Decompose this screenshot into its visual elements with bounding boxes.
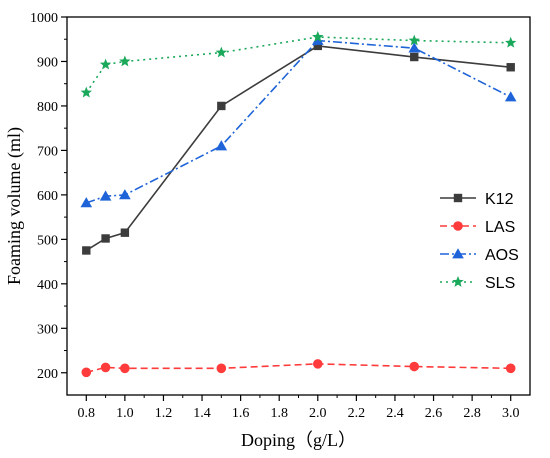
x-axis-ticks: 0.8 1.0 1.2 1.4 1.6 1.8 2.0 2.2 2.4 2.6 2.8 3.0 — [78, 395, 520, 421]
data-point-sls — [505, 36, 517, 48]
series-line-sls — [85, 36, 511, 94]
data-point-aos — [311, 34, 324, 45]
series-line-k12 — [85, 45, 511, 252]
data-point-sls — [99, 58, 112, 70]
data-point-k12 — [313, 41, 322, 51]
data-point-las — [100, 362, 111, 373]
x-tick-label: 2.2 — [348, 406, 366, 421]
data-point-k12 — [120, 228, 130, 237]
data-point-k12 — [101, 234, 110, 243]
series-k12 — [82, 41, 515, 255]
data-point-las — [409, 361, 420, 372]
data-point-aos — [119, 189, 131, 200]
data-point-aos — [504, 91, 517, 102]
series-sls — [80, 31, 517, 98]
legend-item-aos: AOS — [440, 247, 519, 264]
y-tick-label: 400 — [37, 278, 58, 293]
y-tick-label: 800 — [37, 100, 58, 115]
plot-area-border — [66, 16, 531, 396]
x-tick-label: 1.8 — [270, 406, 288, 421]
x-tick-label: 1.6 — [232, 406, 250, 421]
y-axis-ticks: 200 300 400 500 600 700 800 900 1000 — [30, 11, 67, 382]
legend-marker-k12 — [453, 193, 463, 203]
legend-label-las: LAS — [485, 219, 515, 236]
series-layer — [80, 31, 517, 378]
legend-label-k12: K12 — [485, 191, 514, 208]
data-point-las — [505, 363, 516, 374]
series-line-aos — [86, 39, 512, 204]
data-point-las — [120, 363, 130, 374]
data-point-las — [312, 359, 323, 369]
data-point-k12 — [506, 63, 515, 72]
data-point-sls — [119, 55, 131, 67]
legend-item-las: LAS — [440, 219, 515, 236]
x-tick-label: 1.2 — [155, 406, 173, 421]
data-point-las — [81, 367, 92, 378]
y-tick-label: 200 — [37, 367, 58, 382]
y-tick-label: 700 — [37, 144, 58, 159]
y-tick-label: 1000 — [30, 11, 58, 26]
y-axis-title: Foaming volume (ml) — [4, 127, 25, 285]
series-las — [81, 359, 516, 378]
legend-marker-las — [453, 221, 463, 231]
plot-frame — [66, 16, 531, 396]
data-point-aos — [408, 42, 421, 53]
x-axis-title: Doping（g/L） — [241, 430, 356, 450]
x-tick-label: 0.8 — [78, 406, 96, 421]
data-point-aos — [215, 140, 228, 151]
y-tick-label: 600 — [37, 189, 58, 204]
x-tick-label: 2.6 — [425, 406, 443, 421]
legend-item-k12: K12 — [440, 191, 514, 208]
data-point-sls — [80, 86, 92, 98]
y-tick-label: 500 — [37, 233, 58, 248]
series-aos — [80, 34, 517, 208]
legend: K12 LAS AOS SLS — [440, 191, 519, 292]
x-tick-label: 2.0 — [309, 406, 327, 421]
x-tick-label: 1.0 — [116, 406, 134, 421]
series-line-las — [86, 363, 511, 374]
x-tick-label: 2.4 — [386, 406, 404, 421]
data-point-sls — [215, 46, 228, 58]
data-point-sls — [408, 34, 420, 46]
x-tick-label: 3.0 — [502, 406, 520, 421]
data-point-k12 — [410, 52, 419, 62]
x-tick-label: 2.8 — [463, 406, 481, 421]
legend-label-aos: AOS — [485, 247, 519, 264]
data-point-k12 — [217, 101, 226, 111]
y-tick-label: 900 — [37, 55, 58, 70]
y-tick-label: 300 — [37, 322, 58, 337]
legend-marker-sls — [452, 276, 464, 287]
data-point-k12 — [82, 246, 91, 255]
data-point-las — [216, 363, 227, 374]
data-point-sls — [312, 31, 324, 42]
legend-item-sls: SLS — [440, 275, 515, 292]
data-point-aos — [80, 197, 93, 208]
legend-marker-aos — [452, 248, 464, 259]
data-point-aos — [99, 190, 112, 201]
legend-label-sls: SLS — [485, 275, 515, 292]
x-tick-label: 1.4 — [193, 406, 211, 421]
